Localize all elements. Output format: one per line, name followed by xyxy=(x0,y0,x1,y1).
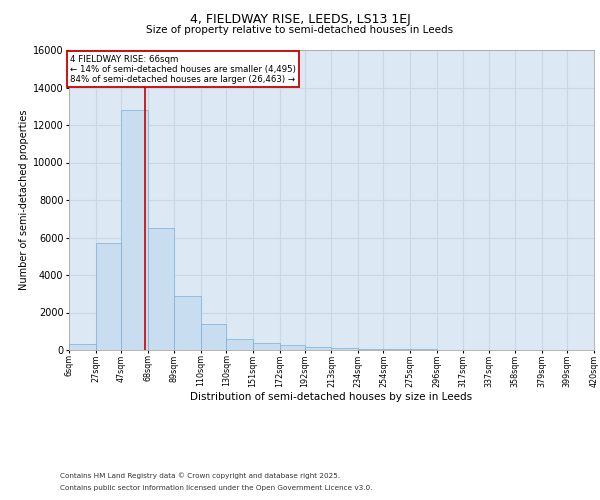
Bar xyxy=(226,339,253,350)
Bar xyxy=(280,346,305,350)
Bar xyxy=(331,348,358,350)
Text: Contains HM Land Registry data © Crown copyright and database right 2025.: Contains HM Land Registry data © Crown c… xyxy=(60,472,340,479)
Text: Contains public sector information licensed under the Open Government Licence v3: Contains public sector information licen… xyxy=(60,485,373,491)
Bar xyxy=(174,296,201,350)
Bar xyxy=(305,346,331,350)
Text: 4, FIELDWAY RISE, LEEDS, LS13 1EJ: 4, FIELDWAY RISE, LEEDS, LS13 1EJ xyxy=(190,12,410,26)
Bar xyxy=(358,348,383,350)
Bar xyxy=(121,110,148,350)
Bar xyxy=(148,228,174,350)
Bar xyxy=(201,324,226,350)
Bar xyxy=(69,344,95,350)
Bar xyxy=(253,344,280,350)
Text: Size of property relative to semi-detached houses in Leeds: Size of property relative to semi-detach… xyxy=(146,25,454,35)
Text: 4 FIELDWAY RISE: 66sqm
← 14% of semi-detached houses are smaller (4,495)
84% of : 4 FIELDWAY RISE: 66sqm ← 14% of semi-det… xyxy=(70,54,296,84)
Bar xyxy=(95,243,121,350)
X-axis label: Distribution of semi-detached houses by size in Leeds: Distribution of semi-detached houses by … xyxy=(190,392,473,402)
Bar xyxy=(383,349,410,350)
Y-axis label: Number of semi-detached properties: Number of semi-detached properties xyxy=(19,110,29,290)
